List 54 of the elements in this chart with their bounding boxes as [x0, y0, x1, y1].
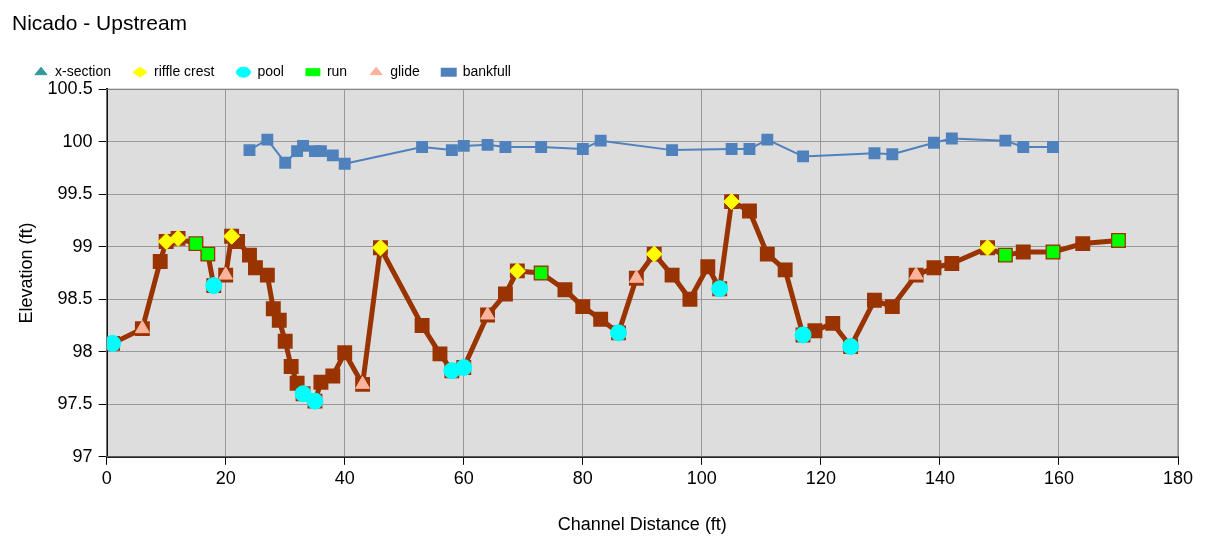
point: [743, 143, 756, 156]
point: [416, 141, 429, 153]
x-tick-label: 80: [572, 467, 593, 488]
x-tick-label: 20: [215, 467, 236, 488]
x-tick-label: 40: [334, 467, 355, 488]
legend-label: glide: [390, 63, 420, 80]
point: [457, 139, 470, 152]
point: [886, 148, 899, 161]
y-tick-label: 99.5: [57, 183, 93, 204]
legend-label: riffle crest: [154, 63, 215, 80]
point: [928, 136, 940, 149]
x-tick-label: 180: [1162, 467, 1194, 488]
point: [499, 141, 512, 153]
point: [868, 147, 881, 160]
y-tick-label: 97: [72, 445, 93, 466]
point: [338, 157, 351, 170]
point: [725, 143, 738, 156]
point: [535, 141, 548, 153]
legend-label: run: [326, 63, 348, 80]
x-tick-label: 100: [686, 467, 717, 488]
point: [261, 133, 274, 146]
y-tick-label: 99: [72, 235, 93, 256]
y-tick-label: 100.5: [47, 78, 93, 99]
point: [279, 156, 292, 169]
point: [761, 133, 774, 146]
y-tick-label: 97.5: [57, 393, 93, 414]
point: [326, 149, 339, 162]
y-tick-label: 98: [72, 340, 93, 361]
x-tick-label: 160: [1043, 467, 1074, 488]
y-axis-title: Elevation (ft): [15, 222, 36, 324]
point: [1047, 141, 1059, 153]
point: [243, 144, 256, 157]
chart-title: Nicado - Upstream: [12, 11, 188, 35]
point: [797, 150, 809, 163]
legend-label: pool: [257, 63, 284, 80]
y-tick-label: 98.5: [57, 288, 93, 309]
point: [445, 144, 458, 157]
point: [999, 134, 1012, 147]
x-tick-label: 140: [924, 467, 955, 488]
point: [576, 143, 589, 156]
point: [481, 138, 494, 151]
point: [594, 134, 607, 147]
point: [666, 144, 679, 157]
point: [314, 145, 327, 158]
x-tick-label: 60: [453, 467, 474, 488]
legend-label: bankfull: [462, 63, 511, 80]
x-axis-title: Channel Distance (ft): [557, 514, 727, 535]
point: [297, 139, 310, 152]
y-tick-label: 100: [62, 130, 93, 151]
x-tick-label: 120: [805, 467, 836, 488]
x-tick-label: 0: [101, 467, 112, 488]
point: [945, 132, 958, 145]
point: [1017, 141, 1030, 153]
legend-label: x-section: [55, 63, 112, 80]
